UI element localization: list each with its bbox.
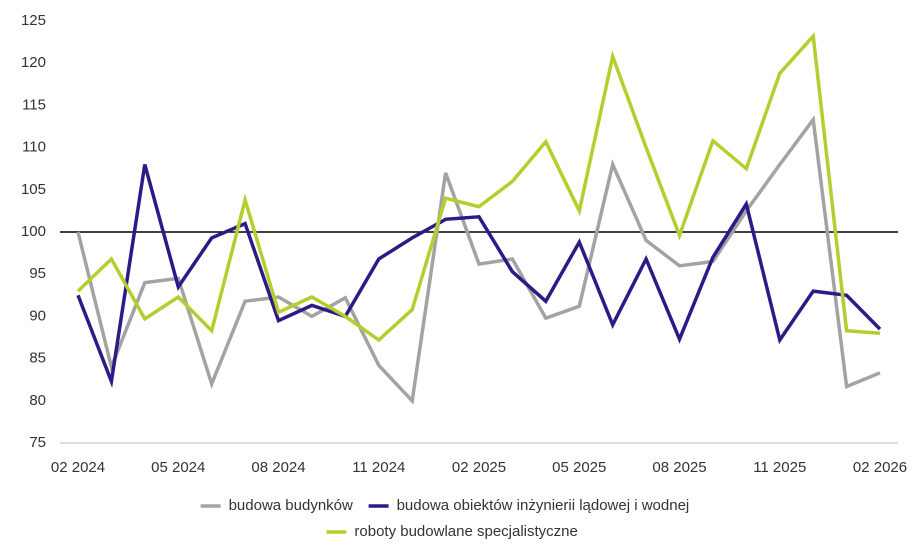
y-tick-label: 90	[29, 307, 46, 324]
y-tick-label: 80	[29, 392, 46, 409]
x-tick-label: 08 2024	[251, 459, 305, 476]
y-tick-label: 105	[21, 181, 46, 198]
y-tick-label: 125	[21, 12, 46, 29]
legend-label: budowa budynków	[229, 497, 353, 514]
y-tick-label: 75	[29, 434, 46, 451]
y-tick-label: 120	[21, 54, 46, 71]
x-tick-label: 02 2026	[853, 459, 907, 476]
y-tick-label: 115	[22, 96, 46, 113]
x-tick-label: 11 2025	[753, 459, 806, 476]
x-tick-label: 11 2024	[352, 459, 405, 476]
series-line	[76, 32, 881, 343]
legend-label: roboty budowlane specjalistyczne	[354, 523, 577, 540]
series-line	[76, 164, 882, 389]
x-tick-label: 02 2024	[51, 459, 105, 476]
y-tick-label: 85	[29, 350, 46, 367]
legend-label: budowa obiektów inżynierii lądowej i wod…	[397, 497, 690, 514]
y-tick-label: 110	[22, 139, 46, 156]
y-tick-label: 100	[21, 223, 46, 240]
x-tick-label: 08 2025	[652, 459, 706, 476]
x-tick-label: 05 2024	[151, 459, 205, 476]
y-tick-label: 95	[29, 265, 46, 282]
x-tick-label: 02 2025	[452, 459, 506, 476]
x-tick-label: 05 2025	[552, 459, 606, 476]
